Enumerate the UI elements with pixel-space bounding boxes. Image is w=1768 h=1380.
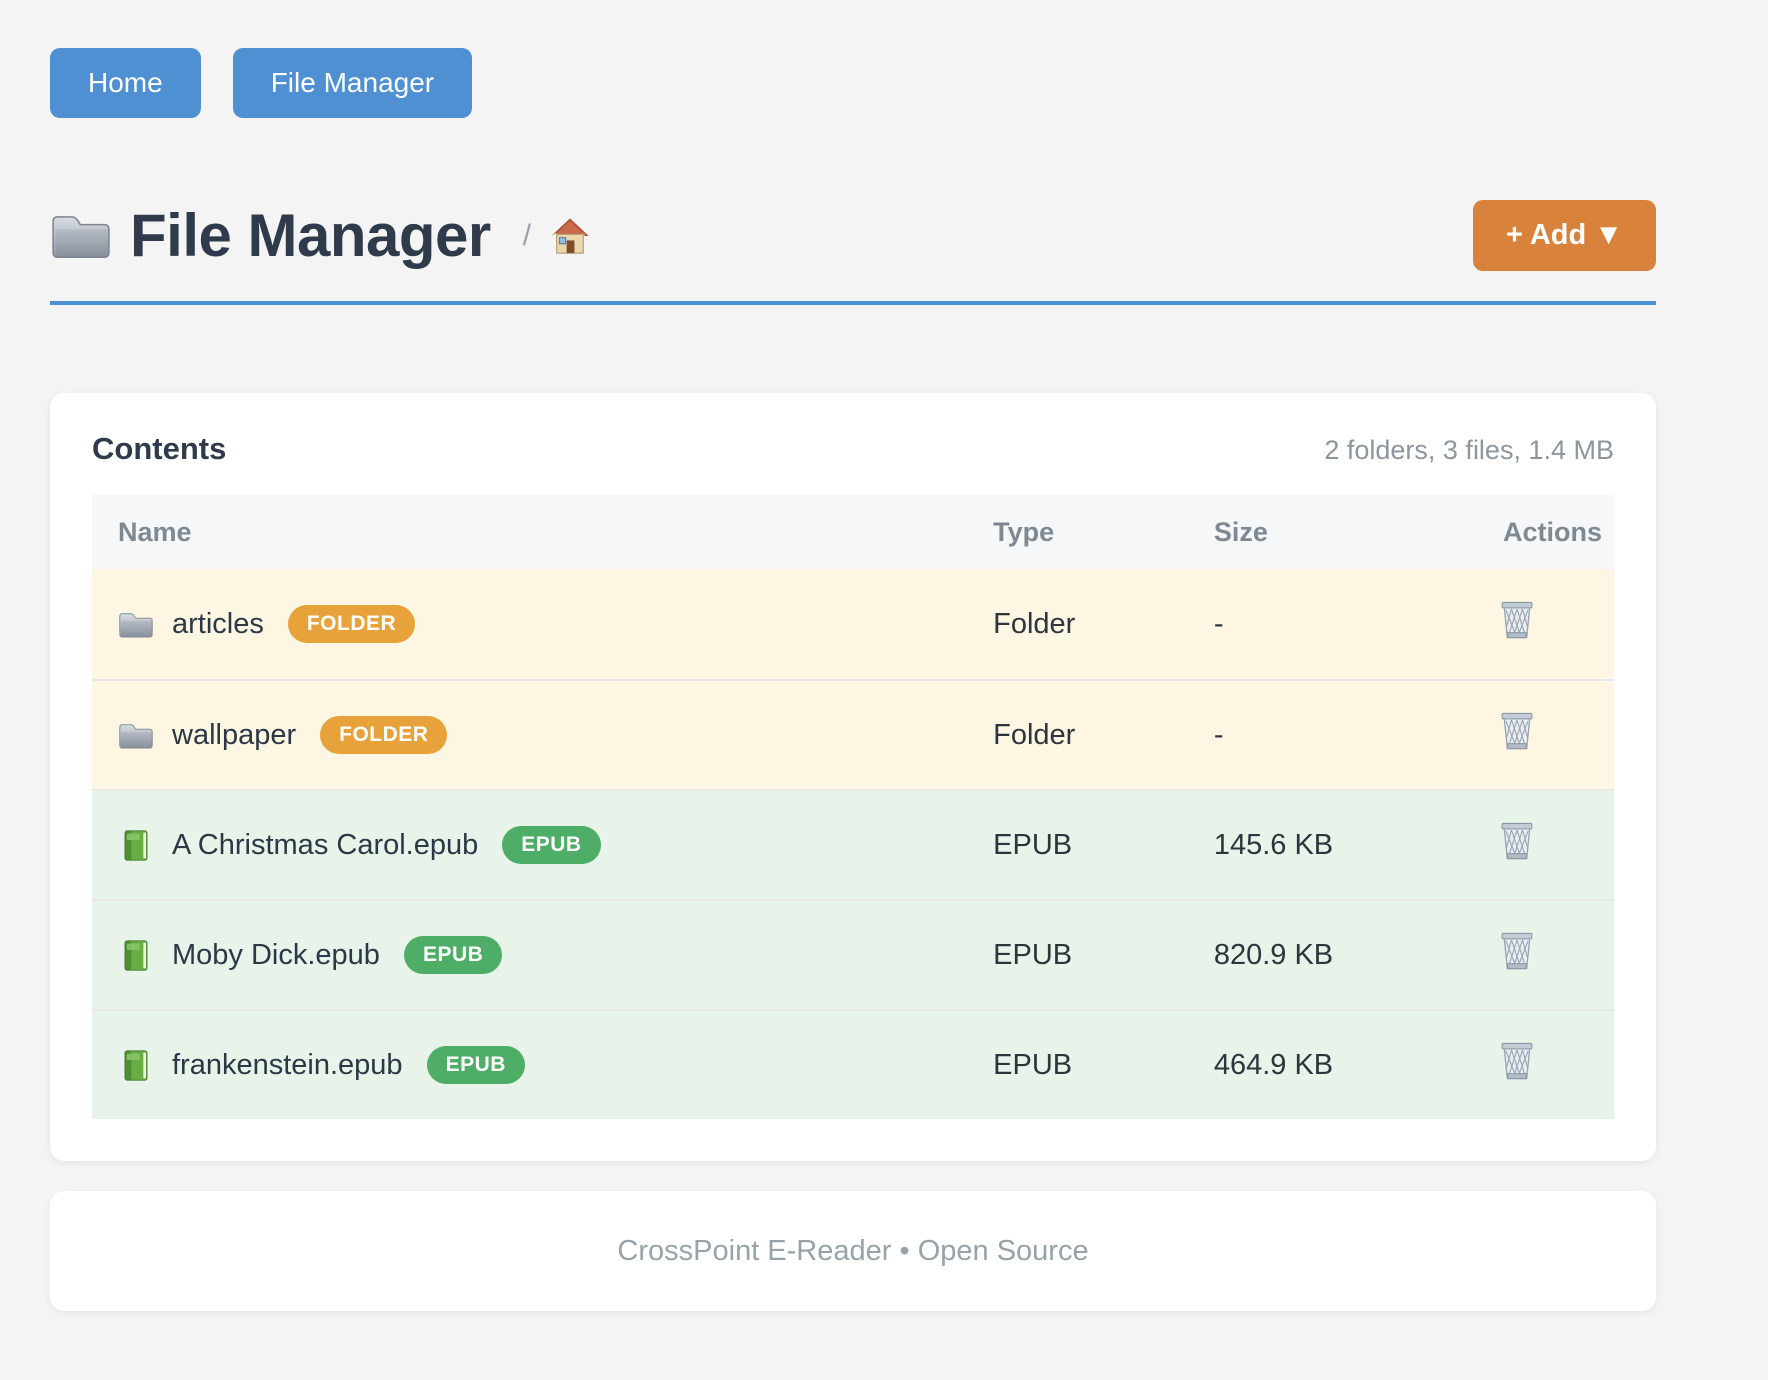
actions-cell xyxy=(1477,1039,1614,1091)
actions-cell xyxy=(1477,598,1614,650)
delete-button[interactable] xyxy=(1497,1039,1537,1083)
type-cell: EPUB xyxy=(993,828,1073,861)
type-cell: EPUB xyxy=(993,938,1073,971)
name-cell: wallpaper FOLDER xyxy=(92,716,967,754)
delete-button[interactable] xyxy=(1497,929,1537,973)
folder-icon xyxy=(50,209,112,262)
type-badge: EPUB xyxy=(403,936,503,974)
wastebasket-icon xyxy=(1497,1039,1537,1083)
table-row[interactable]: frankenstein.epub EPUB EPUB 464.9 KB xyxy=(92,1009,1614,1119)
wastebasket-icon xyxy=(1497,819,1537,863)
size-cell: 820.9 KB xyxy=(1213,938,1334,971)
actions-cell xyxy=(1477,709,1614,761)
table-row[interactable]: articles FOLDER Folder - xyxy=(92,569,1614,679)
footer: CrossPoint E-Reader • Open Source xyxy=(50,1191,1656,1311)
book-icon xyxy=(118,939,154,972)
title-group: File Manager / xyxy=(50,201,591,270)
book-icon xyxy=(118,829,154,862)
column-header-size: Size xyxy=(1213,516,1268,547)
table-row[interactable]: wallpaper FOLDER Folder - xyxy=(92,679,1614,789)
column-header-type: Type xyxy=(993,516,1055,547)
file-manager-button[interactable]: File Manager xyxy=(232,48,473,118)
contents-title: Contents xyxy=(92,431,227,466)
type-badge: FOLDER xyxy=(287,605,416,643)
size-cell: 464.9 KB xyxy=(1213,1048,1334,1081)
wastebasket-icon xyxy=(1497,929,1537,973)
size-cell: 145.6 KB xyxy=(1213,828,1334,861)
delete-button[interactable] xyxy=(1497,709,1537,753)
delete-button[interactable] xyxy=(1497,598,1537,642)
page-title: File Manager xyxy=(130,202,491,269)
type-badge: EPUB xyxy=(502,826,601,864)
name-cell: Moby Dick.epub EPUB xyxy=(92,936,967,974)
contents-header: Contents 2 folders, 3 files, 1.4 MB xyxy=(92,431,1614,467)
page-header: File Manager / + Add ▼ xyxy=(50,200,1656,271)
type-badge: FOLDER xyxy=(320,716,448,754)
home-icon[interactable] xyxy=(549,216,591,256)
wastebasket-icon xyxy=(1497,598,1537,642)
type-cell: EPUB xyxy=(993,1048,1073,1081)
breadcrumb: / xyxy=(522,218,532,252)
size-cell: - xyxy=(1213,607,1224,640)
contents-card: Contents 2 folders, 3 files, 1.4 MB Name… xyxy=(50,393,1656,1161)
footer-text: CrossPoint E-Reader • Open Source xyxy=(617,1234,1089,1267)
actions-cell xyxy=(1477,819,1614,871)
folder-icon xyxy=(118,608,154,641)
file-name[interactable]: wallpaper xyxy=(172,718,297,751)
name-cell: A Christmas Carol.epub EPUB xyxy=(92,826,967,864)
wastebasket-icon xyxy=(1497,709,1537,753)
table-row[interactable]: A Christmas Carol.epub EPUB EPUB 145.6 KB xyxy=(92,789,1614,899)
file-name[interactable]: Moby Dick.epub xyxy=(172,938,380,971)
table-row[interactable]: Moby Dick.epub EPUB EPUB 820.9 KB xyxy=(92,899,1614,1009)
type-cell: Folder xyxy=(993,607,1076,640)
book-icon xyxy=(118,1049,154,1082)
name-cell: articles FOLDER xyxy=(92,605,967,643)
title-underline xyxy=(50,301,1656,305)
page: Home File Manager File Manager / + Add ▼… xyxy=(50,48,1656,1311)
delete-button[interactable] xyxy=(1497,819,1537,863)
column-header-actions: Actions xyxy=(1503,516,1603,547)
type-badge: EPUB xyxy=(426,1046,525,1084)
file-name[interactable]: articles xyxy=(172,607,264,640)
add-button[interactable]: + Add ▼ xyxy=(1472,200,1656,271)
folder-icon xyxy=(118,719,154,752)
file-table: Name Type Size Actions articles FOLDER Fol… xyxy=(92,495,1614,1119)
contents-summary: 2 folders, 3 files, 1.4 MB xyxy=(1324,435,1614,465)
actions-cell xyxy=(1477,929,1614,981)
type-cell: Folder xyxy=(993,718,1076,751)
table-body: articles FOLDER Folder - wallpaper FOLDER Fold… xyxy=(92,569,1614,1119)
file-name[interactable]: frankenstein.epub xyxy=(172,1048,403,1081)
name-cell: frankenstein.epub EPUB xyxy=(92,1046,967,1084)
column-header-name: Name xyxy=(118,516,192,547)
file-name[interactable]: A Christmas Carol.epub xyxy=(172,828,479,861)
top-nav: Home File Manager xyxy=(50,48,1656,118)
table-header-row: Name Type Size Actions xyxy=(92,495,1614,569)
size-cell: - xyxy=(1213,718,1224,751)
home-button[interactable]: Home xyxy=(50,48,201,118)
